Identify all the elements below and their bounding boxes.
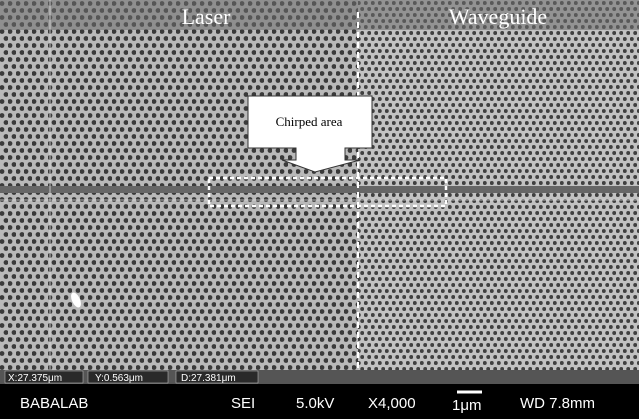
waveguide-line xyxy=(0,186,639,193)
status-scale: 1μm xyxy=(452,397,481,414)
status-magnification: X4,000 xyxy=(368,395,416,412)
region-label: Laser xyxy=(182,4,232,29)
status-wd: WD 7.8mm xyxy=(520,395,595,412)
status-lab: BABALAB xyxy=(20,395,88,412)
measure-x: X:27.375μm xyxy=(8,373,62,384)
status-voltage: 5.0kV xyxy=(296,395,334,412)
status-mode: SEI xyxy=(231,395,255,412)
measure-d: D:27.381μm xyxy=(181,373,236,384)
region-label: Waveguide xyxy=(449,4,547,29)
callout-label: Chirped area xyxy=(276,114,343,129)
sem-image: Chirped area Laser Waveguide X:27.375μm … xyxy=(0,0,639,419)
page: Chirped area Laser Waveguide X:27.375μm … xyxy=(0,0,639,419)
measure-y: Y:0.563μm xyxy=(95,373,143,384)
